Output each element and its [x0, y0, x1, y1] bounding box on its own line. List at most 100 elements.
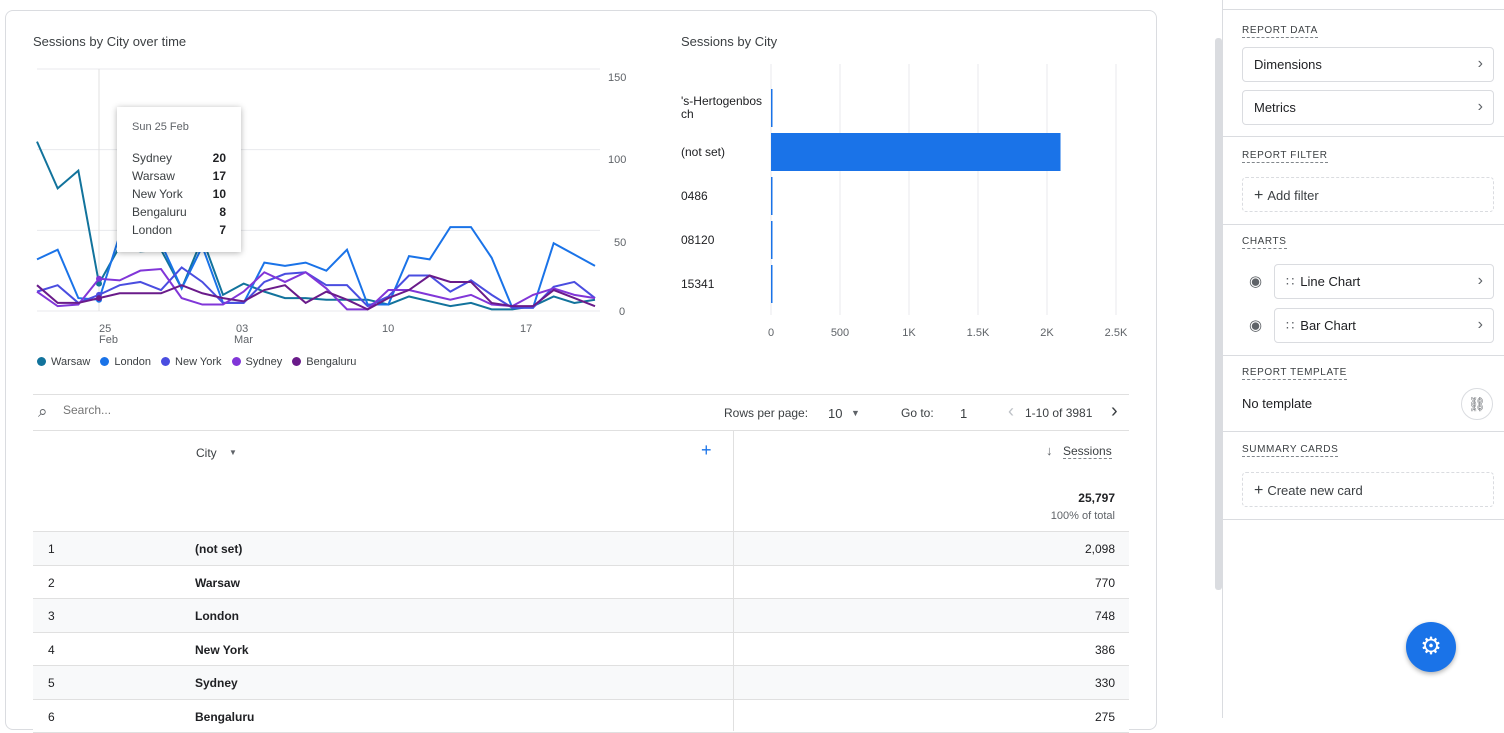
tooltip-date: Sun 25 Feb	[132, 121, 226, 133]
x-tick: 1K	[902, 327, 916, 339]
legend-dot	[292, 357, 301, 366]
city-cell: Sydney	[195, 676, 238, 690]
eye-icon[interactable]: ◉	[1249, 272, 1262, 290]
dimensions-button[interactable]: Dimensions›	[1242, 47, 1494, 82]
legend-item[interactable]: New York	[161, 356, 221, 368]
row-index: 6	[48, 710, 55, 724]
x-tick: Mar	[234, 334, 253, 346]
legend-item[interactable]: Warsaw	[37, 356, 90, 368]
table-toolbar: ⌕ Rows per page: 10 ▼ Go to: 1 ‹ 1-10 of…	[33, 394, 1129, 431]
sort-dropdown-icon[interactable]: ▼	[229, 448, 237, 457]
series-line-new-york[interactable]	[37, 267, 595, 307]
eye-icon[interactable]: ◉	[1249, 316, 1262, 334]
drag-handle-icon[interactable]: ∷	[1286, 318, 1294, 333]
legend-item[interactable]: London	[100, 356, 151, 368]
sort-desc-icon: ↓	[1046, 443, 1053, 458]
tooltip-city: Warsaw	[132, 169, 175, 187]
bar[interactable]	[771, 221, 773, 259]
bar-label: 15341	[681, 278, 766, 291]
tooltip-city: London	[132, 223, 172, 241]
tooltip-city: Bengaluru	[132, 205, 187, 223]
bar[interactable]	[771, 89, 773, 127]
chart-legend: Warsaw London New York Sydney Bengaluru	[37, 356, 356, 368]
legend-label: New York	[175, 356, 221, 368]
x-tick: 0	[768, 327, 774, 339]
x-tick: 1.5K	[967, 327, 990, 339]
section-heading: REPORT FILTER	[1242, 150, 1328, 163]
tooltip-city: Sydney	[132, 151, 172, 169]
create-card-button[interactable]: + Create new card	[1242, 472, 1494, 507]
row-index: 1	[48, 542, 55, 556]
dropdown-icon[interactable]: ▼	[851, 408, 860, 418]
rows-per-page-select[interactable]: 10	[828, 406, 842, 421]
scrollbar[interactable]	[1215, 38, 1222, 590]
line-chart[interactable]: 150 100 50 0 25 Feb 03 Mar 10 17	[0, 0, 660, 350]
x-tick: 2.5K	[1105, 327, 1128, 339]
add-dimension-icon[interactable]: +	[701, 440, 712, 461]
row-index: 4	[48, 643, 55, 657]
table-row[interactable]: 1(not set)2,098	[33, 532, 1129, 566]
y-tick: 100	[608, 154, 626, 166]
page-range: 1-10 of 3981	[1025, 406, 1092, 420]
bar[interactable]	[771, 177, 773, 215]
legend-label: Warsaw	[51, 356, 90, 368]
legend-item[interactable]: Sydney	[232, 356, 283, 368]
column-header-sessions[interactable]: Sessions	[1063, 444, 1112, 459]
x-tick: 2K	[1040, 327, 1054, 339]
line-chart-item[interactable]: ∷Line Chart›	[1274, 264, 1494, 299]
report-data-section: REPORT DATA Dimensions› Metrics›	[1223, 10, 1504, 137]
tooltip-value: 20	[213, 151, 226, 169]
unlink-icon[interactable]: ⛓	[1461, 388, 1493, 420]
insights-fab-button[interactable]: ⚙	[1406, 622, 1456, 672]
metrics-button[interactable]: Metrics›	[1242, 90, 1494, 125]
goto-input[interactable]: 1	[960, 406, 967, 421]
table-row[interactable]: 2 Warsaw 770	[33, 566, 1129, 600]
summary-cards-section: SUMMARY CARDS + Create new card	[1223, 432, 1504, 520]
bar[interactable]	[771, 133, 1061, 171]
plus-icon: +	[1254, 482, 1263, 499]
legend-label: Sydney	[246, 356, 283, 368]
y-tick: 150	[608, 72, 626, 84]
section-heading: CHARTS	[1242, 236, 1287, 249]
button-label: Create new card	[1267, 483, 1362, 498]
add-filter-button[interactable]: +Add filter	[1242, 177, 1494, 212]
prev-page-icon[interactable]: ‹	[1008, 401, 1014, 422]
bar[interactable]	[771, 265, 773, 303]
rows-per-page-label: Rows per page:	[724, 406, 808, 420]
drag-handle-icon[interactable]: ∷	[1286, 274, 1294, 289]
city-cell: New York	[195, 643, 249, 657]
legend-dot	[100, 357, 109, 366]
template-value: No template	[1242, 396, 1312, 411]
city-cell: London	[195, 609, 239, 623]
tooltip-row: Sydney 20	[132, 151, 226, 169]
bar-label: 0486	[681, 190, 766, 203]
y-tick: 0	[619, 306, 625, 318]
x-tick: Feb	[99, 334, 118, 346]
search-input[interactable]	[63, 403, 263, 417]
report-template-section: REPORT TEMPLATE No template ⛓	[1223, 356, 1504, 432]
city-cell: Warsaw	[195, 576, 240, 590]
chevron-right-icon: ›	[1478, 55, 1483, 73]
section-heading: SUMMARY CARDS	[1242, 444, 1338, 457]
next-page-icon[interactable]: ›	[1111, 400, 1118, 423]
row-index: 2	[48, 576, 55, 590]
column-header-city[interactable]: City	[196, 446, 217, 460]
legend-item[interactable]: Bengaluru	[292, 356, 356, 368]
bar-label: (not set)	[681, 146, 766, 159]
side-panel: REPORT DATA Dimensions› Metrics› REPORT …	[1222, 0, 1504, 718]
legend-label: Bengaluru	[306, 356, 356, 368]
button-label: Bar Chart	[1300, 318, 1356, 333]
hover-point	[96, 295, 102, 301]
bar-chart-item[interactable]: ∷Bar Chart›	[1274, 308, 1494, 343]
hover-point	[96, 276, 102, 282]
sessions-cell: 770	[1095, 576, 1115, 590]
